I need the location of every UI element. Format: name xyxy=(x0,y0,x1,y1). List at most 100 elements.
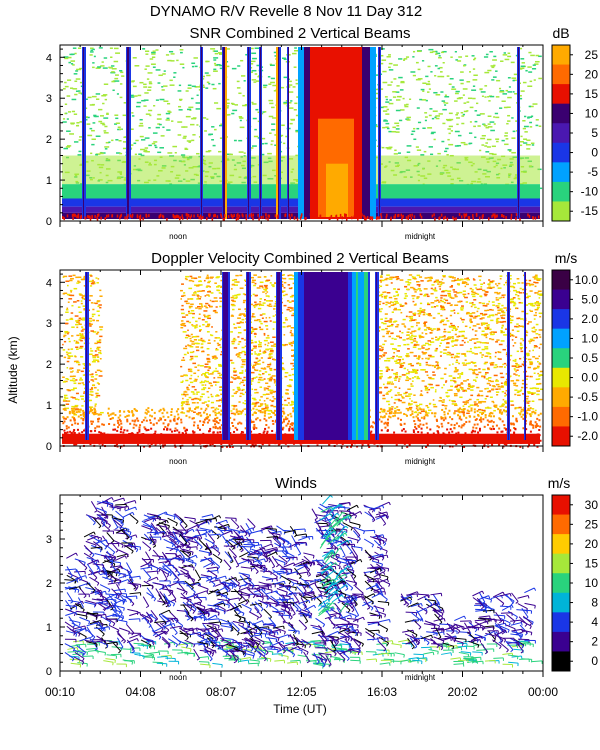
snr-cell xyxy=(380,73,383,76)
doppler-cell xyxy=(214,358,217,360)
doppler-cell xyxy=(538,297,541,299)
snr-cell xyxy=(93,55,96,58)
snr-cell xyxy=(385,122,390,125)
doppler-cell xyxy=(269,367,273,370)
doppler-cell xyxy=(534,285,537,288)
snr-cell xyxy=(157,151,162,154)
doppler-cell xyxy=(475,376,478,379)
doppler-cell xyxy=(516,317,520,320)
doppler-cell xyxy=(420,390,423,392)
snr-cell xyxy=(446,75,450,77)
doppler-cell xyxy=(415,344,420,346)
snr-cell xyxy=(467,97,473,100)
doppler-cell xyxy=(484,361,489,364)
doppler-cell xyxy=(244,353,248,356)
doppler-cell xyxy=(92,356,97,359)
doppler-cell xyxy=(401,374,406,376)
doppler-cell xyxy=(63,340,67,343)
doppler-cell xyxy=(526,323,530,325)
snr-cell xyxy=(279,86,285,89)
doppler-cell xyxy=(92,308,95,311)
snr-cell xyxy=(72,88,78,90)
snr-cell xyxy=(386,213,388,217)
doppler-cell xyxy=(90,379,94,381)
snr-cell xyxy=(495,70,498,72)
snr-cell xyxy=(242,214,244,218)
doppler-cell xyxy=(218,399,223,401)
doppler-cell xyxy=(252,364,257,367)
doppler-cell xyxy=(82,429,85,432)
doppler-cell xyxy=(396,294,399,297)
doppler-cell xyxy=(232,370,237,372)
doppler-cell xyxy=(257,360,260,362)
snr-cell xyxy=(272,117,276,119)
doppler-cell xyxy=(509,298,513,301)
snr-cell xyxy=(252,145,257,147)
doppler-cell xyxy=(379,285,383,288)
doppler-cell xyxy=(196,391,200,393)
doppler-cell xyxy=(441,404,445,406)
doppler-cell xyxy=(274,413,277,416)
snr-cell xyxy=(212,50,216,52)
doppler-cell xyxy=(498,358,502,360)
doppler-cell xyxy=(409,351,414,354)
snr-cell xyxy=(491,153,497,156)
doppler-cell xyxy=(489,396,493,399)
doppler-cell xyxy=(258,340,261,342)
snr-cell xyxy=(472,79,478,81)
snr-cell xyxy=(518,144,523,147)
doppler-cell xyxy=(197,375,199,378)
snr-cell xyxy=(531,68,537,70)
doppler-cell xyxy=(216,394,220,397)
snr-cell xyxy=(528,71,533,73)
snr-cell xyxy=(465,55,469,57)
colorbar-label: 0 xyxy=(591,146,598,160)
doppler-cell xyxy=(497,385,500,388)
doppler-cell xyxy=(237,308,241,311)
doppler-cell xyxy=(471,328,474,331)
doppler-cell xyxy=(467,405,471,408)
doppler-cell xyxy=(254,304,258,307)
snr-cell xyxy=(458,213,461,217)
doppler-cell xyxy=(67,354,70,357)
snr-cell xyxy=(472,97,476,100)
doppler-cell xyxy=(265,382,269,385)
snr-cell xyxy=(149,58,154,60)
doppler-cell xyxy=(399,330,401,333)
doppler-cell xyxy=(504,383,508,386)
snr-cell xyxy=(69,87,74,89)
snr-cell xyxy=(270,77,275,80)
doppler-cell xyxy=(489,384,491,386)
doppler-cell xyxy=(502,398,505,401)
doppler-cell xyxy=(439,342,442,345)
doppler-cell xyxy=(388,376,392,378)
snr-cell xyxy=(371,217,373,221)
doppler-cell xyxy=(391,357,395,360)
doppler-cell xyxy=(485,336,488,339)
colorbar-label: 25 xyxy=(585,48,599,62)
doppler-cell xyxy=(431,284,435,286)
doppler-cell xyxy=(62,381,66,383)
snr-cell xyxy=(523,125,529,128)
snr-cell xyxy=(448,112,453,115)
doppler-cell xyxy=(81,319,86,321)
doppler-cell xyxy=(449,354,452,356)
doppler-cell xyxy=(191,336,194,338)
doppler-cell xyxy=(268,373,271,376)
doppler-cell xyxy=(481,348,485,351)
doppler-cell xyxy=(243,358,247,361)
doppler-cell xyxy=(513,384,517,386)
colorbar-label: -10 xyxy=(581,185,599,199)
snr-cell xyxy=(149,114,152,117)
doppler-cell xyxy=(191,343,196,345)
snr-cell xyxy=(178,84,182,87)
snr-cell xyxy=(166,102,171,105)
snr-cell xyxy=(114,77,119,80)
doppler-cell xyxy=(74,409,79,411)
snr-cell xyxy=(114,123,118,125)
snr-cell xyxy=(450,56,453,58)
doppler-cell xyxy=(536,306,540,309)
doppler-cell xyxy=(273,398,276,400)
doppler-cell xyxy=(435,339,438,341)
